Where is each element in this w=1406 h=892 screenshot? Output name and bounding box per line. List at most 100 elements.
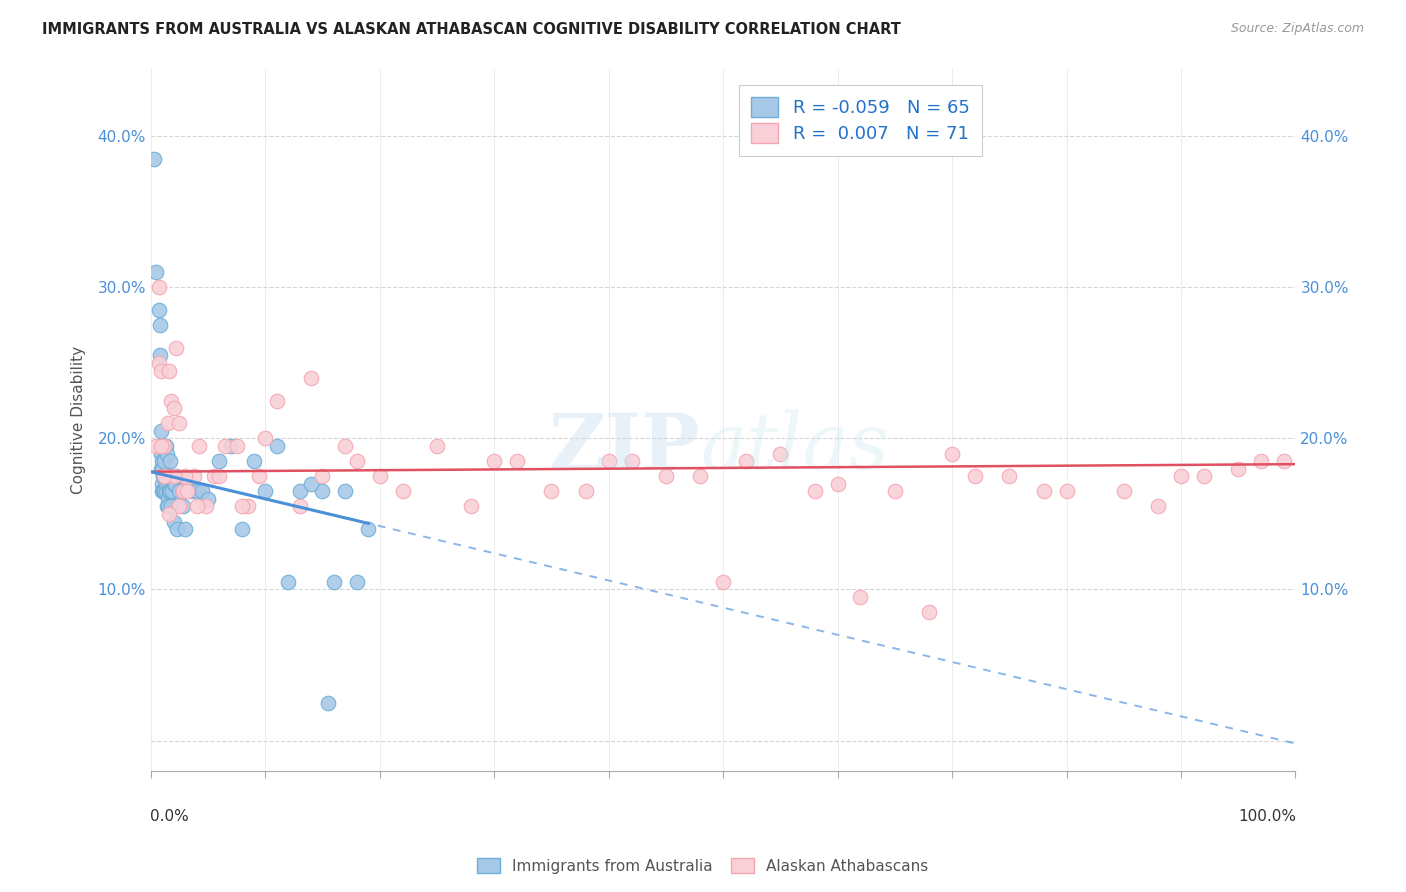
Point (941, 447, 963, 461)
Point (236, 500, 259, 514)
Point (1250, 454, 1272, 468)
Point (162, 515, 184, 529)
Point (157, 507, 180, 521)
Point (311, 469, 333, 483)
Point (152, 469, 174, 483)
Point (153, 484, 176, 499)
Point (160, 393, 183, 408)
Point (299, 476, 322, 491)
Point (254, 432, 277, 446)
Point (803, 484, 825, 499)
Point (231, 500, 253, 514)
Point (153, 439, 176, 453)
Point (598, 454, 620, 468)
Point (148, 356, 170, 370)
Point (155, 476, 177, 491)
Point (150, 424, 173, 438)
Point (149, 318, 172, 333)
Point (849, 590, 872, 604)
Point (506, 454, 529, 468)
Point (769, 447, 792, 461)
Point (150, 476, 173, 491)
Point (963, 469, 986, 483)
Point (288, 500, 311, 514)
Point (156, 500, 179, 514)
Point (169, 417, 191, 431)
Point (689, 469, 711, 483)
Text: Source: ZipAtlas.com: Source: ZipAtlas.com (1230, 22, 1364, 36)
Point (1192, 469, 1215, 483)
Point (1227, 461, 1250, 475)
Point (735, 454, 758, 468)
Point (197, 491, 219, 506)
Point (266, 393, 288, 408)
Point (149, 348, 172, 362)
Point (219, 439, 242, 453)
Point (155, 469, 177, 483)
Point (191, 484, 214, 499)
Point (160, 469, 183, 483)
Point (159, 454, 181, 468)
Point (460, 500, 482, 514)
Point (166, 522, 188, 536)
Point (156, 491, 179, 506)
Point (249, 469, 271, 483)
Point (156, 469, 179, 483)
Point (157, 363, 180, 377)
Point (335, 439, 357, 453)
Point (162, 469, 184, 483)
Point (162, 401, 184, 416)
Point (150, 461, 173, 475)
Point (153, 454, 176, 468)
Point (174, 522, 197, 536)
Point (148, 280, 170, 294)
Point (155, 439, 177, 453)
Point (186, 500, 208, 514)
Point (277, 574, 299, 589)
Point (152, 439, 174, 453)
Point (242, 454, 264, 468)
Point (172, 500, 194, 514)
Y-axis label: Cognitive Disability: Cognitive Disability (72, 345, 86, 493)
Point (368, 469, 391, 483)
Point (152, 484, 174, 499)
Point (918, 605, 941, 619)
Text: ZIP: ZIP (548, 409, 700, 486)
Point (160, 500, 183, 514)
Point (231, 522, 253, 536)
Point (156, 447, 179, 461)
Point (180, 484, 202, 499)
Point (482, 454, 505, 468)
Point (150, 363, 173, 377)
Point (162, 484, 184, 499)
Text: 0.0%: 0.0% (149, 809, 188, 824)
Point (150, 461, 173, 475)
Point (150, 439, 173, 453)
Point (162, 476, 184, 491)
Point (157, 484, 180, 499)
Point (159, 484, 181, 499)
Point (143, 152, 166, 166)
Point (311, 484, 333, 499)
Point (316, 696, 339, 710)
Point (150, 484, 173, 499)
Point (156, 469, 179, 483)
Point (176, 484, 198, 499)
Point (225, 439, 247, 453)
Point (214, 439, 236, 453)
Point (575, 484, 598, 499)
Point (169, 484, 191, 499)
Point (655, 469, 678, 483)
Point (1170, 469, 1192, 483)
Point (998, 469, 1021, 483)
Point (827, 476, 849, 491)
Point (153, 469, 176, 483)
Point (169, 500, 191, 514)
Point (254, 484, 277, 499)
Point (162, 469, 184, 483)
Point (187, 439, 209, 453)
Point (1056, 484, 1078, 499)
Point (620, 454, 643, 468)
Point (165, 341, 187, 355)
Point (163, 476, 186, 491)
